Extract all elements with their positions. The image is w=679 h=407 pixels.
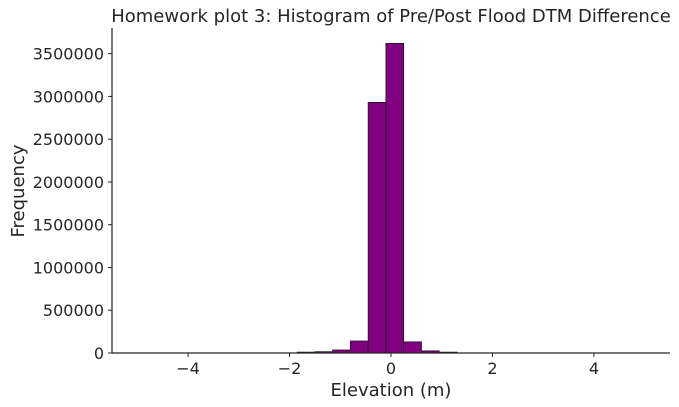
x-tick-label: 0 xyxy=(386,359,396,378)
y-tick-label: 3500000 xyxy=(33,45,104,64)
y-ticks-group: 0 500000 1000000 1500000 2000000 2500000 30000… xyxy=(33,45,112,363)
histogram-bar-14 xyxy=(385,42,405,354)
x-tick-label: 4 xyxy=(589,359,599,378)
x-tick-label: −4 xyxy=(176,359,200,378)
chart-title: Homework plot 3: Histogram of Pre/Post F… xyxy=(111,6,671,27)
y-tick-label: 500000 xyxy=(43,301,104,320)
y-tick-label: 3000000 xyxy=(33,87,104,106)
x-tick-label: 2 xyxy=(487,359,497,378)
x-ticks-group: −4 −2 0 2 4 xyxy=(176,353,599,378)
histogram-bar-12 xyxy=(350,340,369,354)
x-tick-label: −2 xyxy=(278,359,302,378)
histogram-bar-13 xyxy=(367,102,387,354)
x-axis-label: Elevation (m) xyxy=(331,380,452,401)
histogram-bar-15 xyxy=(403,341,422,354)
y-tick-label: 1500000 xyxy=(33,216,104,235)
bars-group xyxy=(296,42,458,354)
y-tick-label: 0 xyxy=(94,344,104,363)
y-tick-label: 2000000 xyxy=(33,173,104,192)
y-tick-label: 2500000 xyxy=(33,130,104,149)
y-tick-label: 1000000 xyxy=(33,258,104,277)
y-axis-label: Frequency xyxy=(8,144,29,237)
